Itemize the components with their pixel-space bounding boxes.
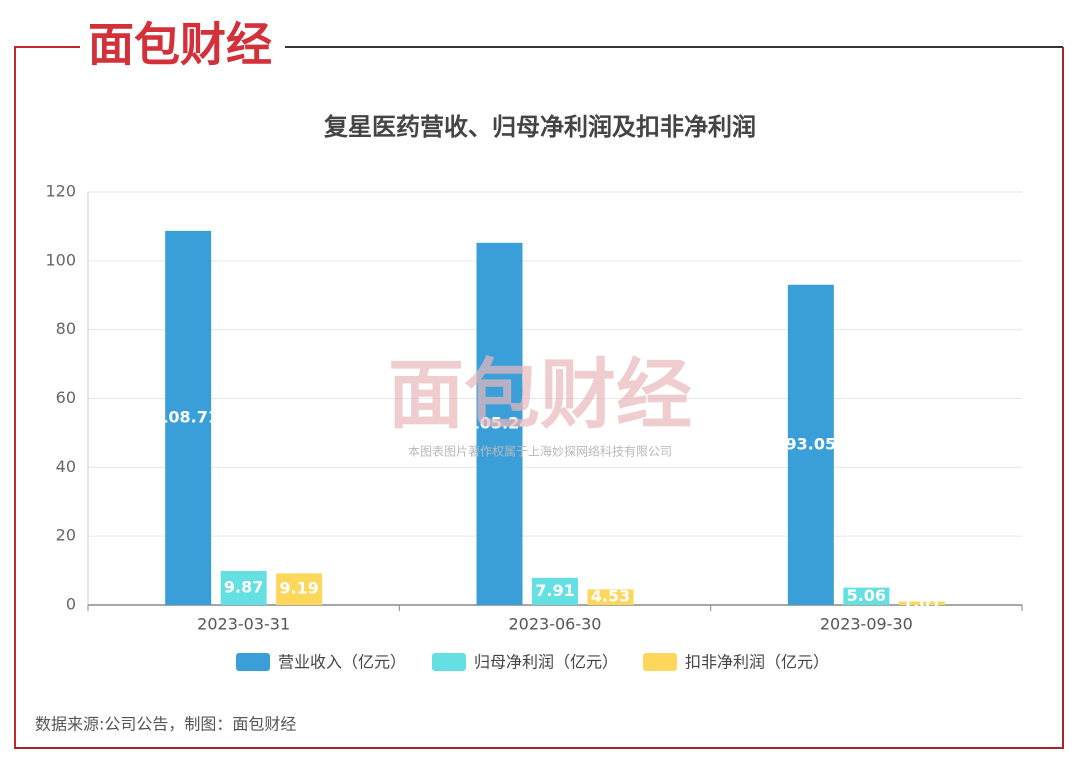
legend-label: 扣非净利润（亿元） bbox=[685, 653, 829, 672]
legend-label: 归母净利润（亿元） bbox=[474, 653, 618, 672]
y-tick-label: 80 bbox=[56, 319, 76, 338]
data-label: 9.19 bbox=[279, 579, 318, 598]
bar bbox=[276, 573, 323, 605]
data-label: 108.71 bbox=[157, 407, 219, 426]
data-label: 4.53 bbox=[591, 587, 630, 606]
y-tick-label: 100 bbox=[45, 250, 76, 269]
y-tick-label: 40 bbox=[56, 457, 76, 476]
bar bbox=[843, 587, 890, 605]
x-tick-label: 2023-06-30 bbox=[509, 615, 602, 634]
bar bbox=[532, 577, 578, 605]
legend-swatch bbox=[432, 653, 466, 671]
legend-label: 营业收入（亿元） bbox=[278, 653, 406, 672]
y-tick-label: 60 bbox=[56, 388, 76, 407]
legend-swatch bbox=[236, 653, 270, 671]
bar bbox=[220, 571, 267, 605]
x-tick-label: 2023-09-30 bbox=[820, 615, 913, 634]
x-tick-label: 2023-03-31 bbox=[197, 615, 290, 634]
y-tick-label: 0 bbox=[66, 595, 76, 614]
chart-title: 复星医药营收、归母净利润及扣非净利润 bbox=[323, 113, 756, 141]
watermark-logo: 面包财经 bbox=[388, 350, 692, 439]
brand-logo: 面包财经 bbox=[88, 18, 272, 72]
y-tick-label: 120 bbox=[45, 182, 76, 201]
legend-swatch bbox=[643, 653, 677, 671]
data-label: 9.87 bbox=[224, 578, 263, 597]
source-note: 数据来源:公司公告，制图：面包财经 bbox=[35, 715, 296, 734]
data-label: 93.05 bbox=[786, 434, 837, 453]
data-label: 1.01 bbox=[902, 593, 941, 612]
bar bbox=[787, 284, 834, 605]
data-label: 105.24 bbox=[469, 413, 531, 432]
bar bbox=[587, 589, 634, 605]
watermark-copyright: 本图表图片著作权属于上海妙探网络科技有限公司 bbox=[408, 444, 672, 459]
data-label: 5.06 bbox=[847, 586, 886, 605]
bar bbox=[898, 601, 945, 605]
bar bbox=[165, 230, 212, 605]
bar bbox=[476, 242, 523, 605]
y-tick-label: 20 bbox=[56, 526, 76, 545]
data-label: 7.91 bbox=[535, 581, 574, 600]
